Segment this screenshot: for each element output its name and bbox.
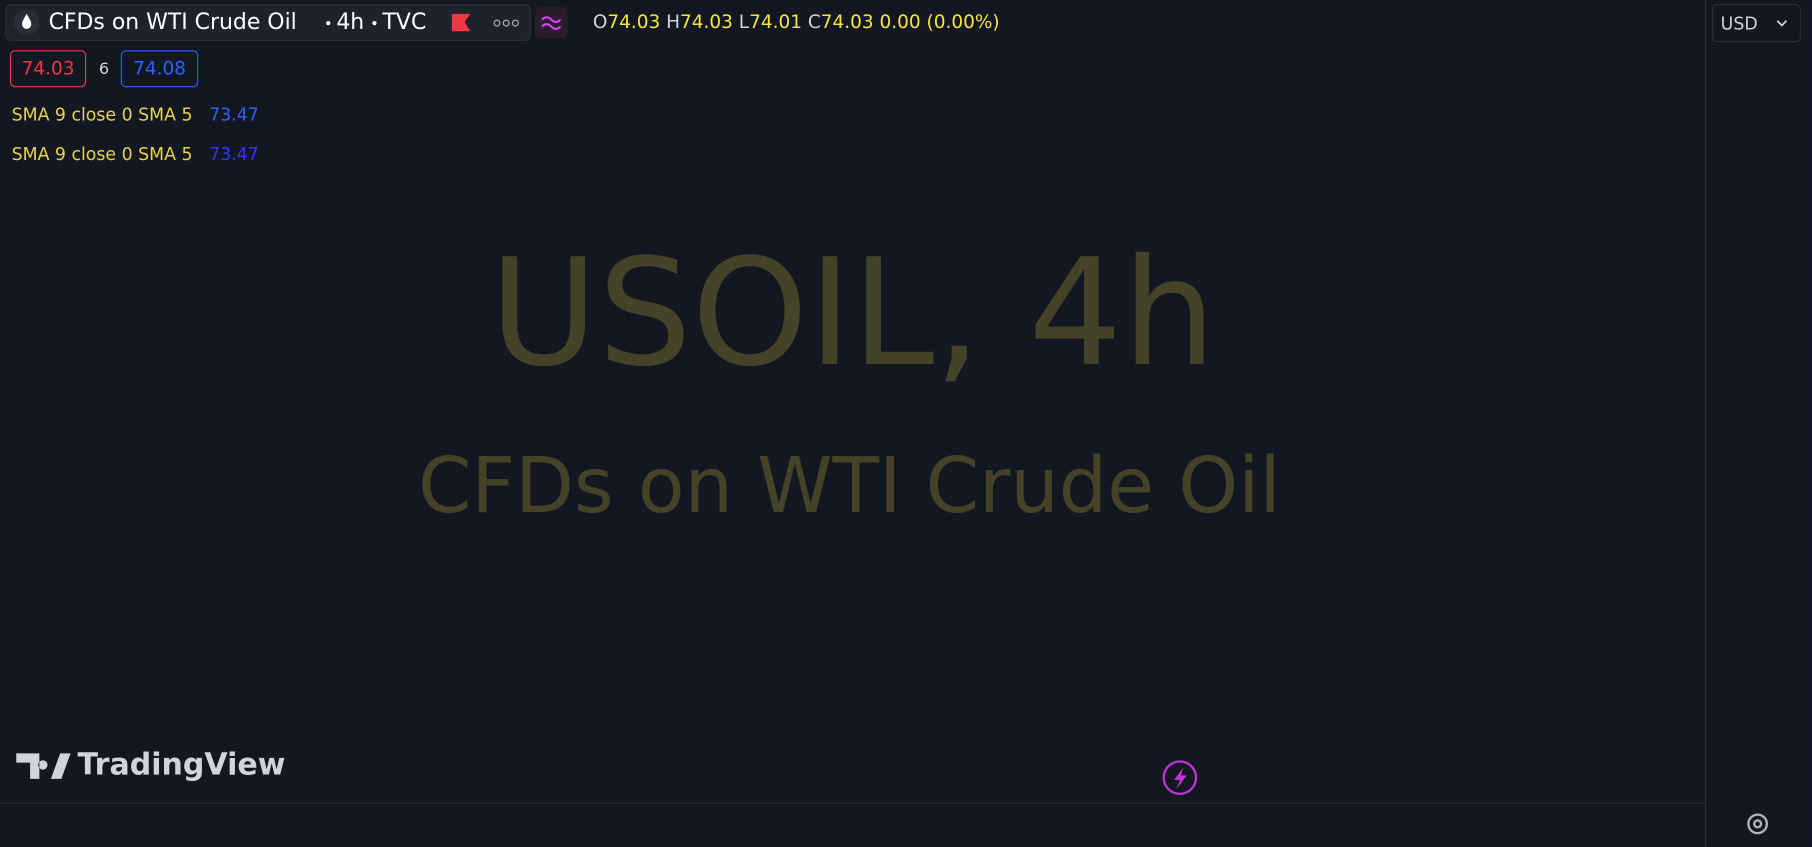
sell-button[interactable] [9,50,87,88]
spread: 6 [99,59,109,78]
dot [493,19,501,27]
buy-price[interactable]: 74.08 [133,58,186,79]
indicator-name[interactable]: SMA 9 close 0 SMA 5 [12,106,193,126]
watermark-description: CFDs on WTI Crude Oil [418,441,1281,530]
ohlc-prefix: H [666,12,680,33]
gear-hub [1753,819,1763,829]
trade-panel: 74.03 6 74.08 [9,50,199,88]
ohlc-prefix: O [593,12,608,33]
brand-name[interactable]: TradingView [77,748,285,783]
ohlc-value: 74.01 [749,12,802,33]
indicator-value: 73.47 [209,145,259,165]
indicator-name[interactable]: SMA 9 close 0 SMA 5 [12,145,193,165]
oil-drop [22,13,32,29]
change: 0.00 [879,12,920,33]
gear-ring[interactable] [1747,813,1769,835]
ohlc-prefix: L [739,12,750,33]
sell-price[interactable]: 74.03 [22,58,75,79]
logo-mark [16,753,71,779]
ohlc-value: 74.03 [821,12,874,33]
currency[interactable]: USD [1721,14,1758,34]
more-button[interactable] [493,19,519,27]
indicator-value: 73.47 [209,106,259,126]
change-percent: (0.00%) [926,12,999,33]
ohlc-value: 74.03 [607,12,660,33]
settings-button[interactable] [1747,813,1769,835]
lightning-icon [1174,767,1187,790]
dot [502,19,510,27]
lightning-ring[interactable] [1162,760,1198,796]
currency-box[interactable] [1711,4,1801,43]
flag-icon[interactable] [451,13,471,32]
ohlc-prefix: C [808,12,821,33]
symbol-header[interactable]: CFDs on WTI Crude Oil 4h TVC [5,4,568,42]
brand-logo[interactable]: TradingView [16,748,286,783]
ohlc-value: 74.03 [680,12,733,33]
compare-button[interactable] [535,6,568,39]
symbol-name[interactable]: CFDs on WTI Crude Oil [49,10,297,35]
watermark: USOIL, 4h CFDs on WTI Crude Oil [418,227,1281,530]
buy-button[interactable] [120,50,199,88]
dot [511,19,519,27]
ohlc-legend: O74.03 H74.03 L74.01 C74.03 0.00 (0.00%) [593,12,1000,33]
watermark-ticker: USOIL, 4h [490,227,1216,399]
exchange: TVC [382,10,427,35]
interval[interactable]: 4h [336,10,364,35]
separator [326,21,331,26]
currency-select[interactable]: USD [1711,4,1801,43]
lightning-button[interactable] [1162,760,1198,796]
separator [372,21,377,26]
symbol-box[interactable] [5,4,532,42]
compare-icon [541,16,562,30]
chevron [1776,20,1788,27]
